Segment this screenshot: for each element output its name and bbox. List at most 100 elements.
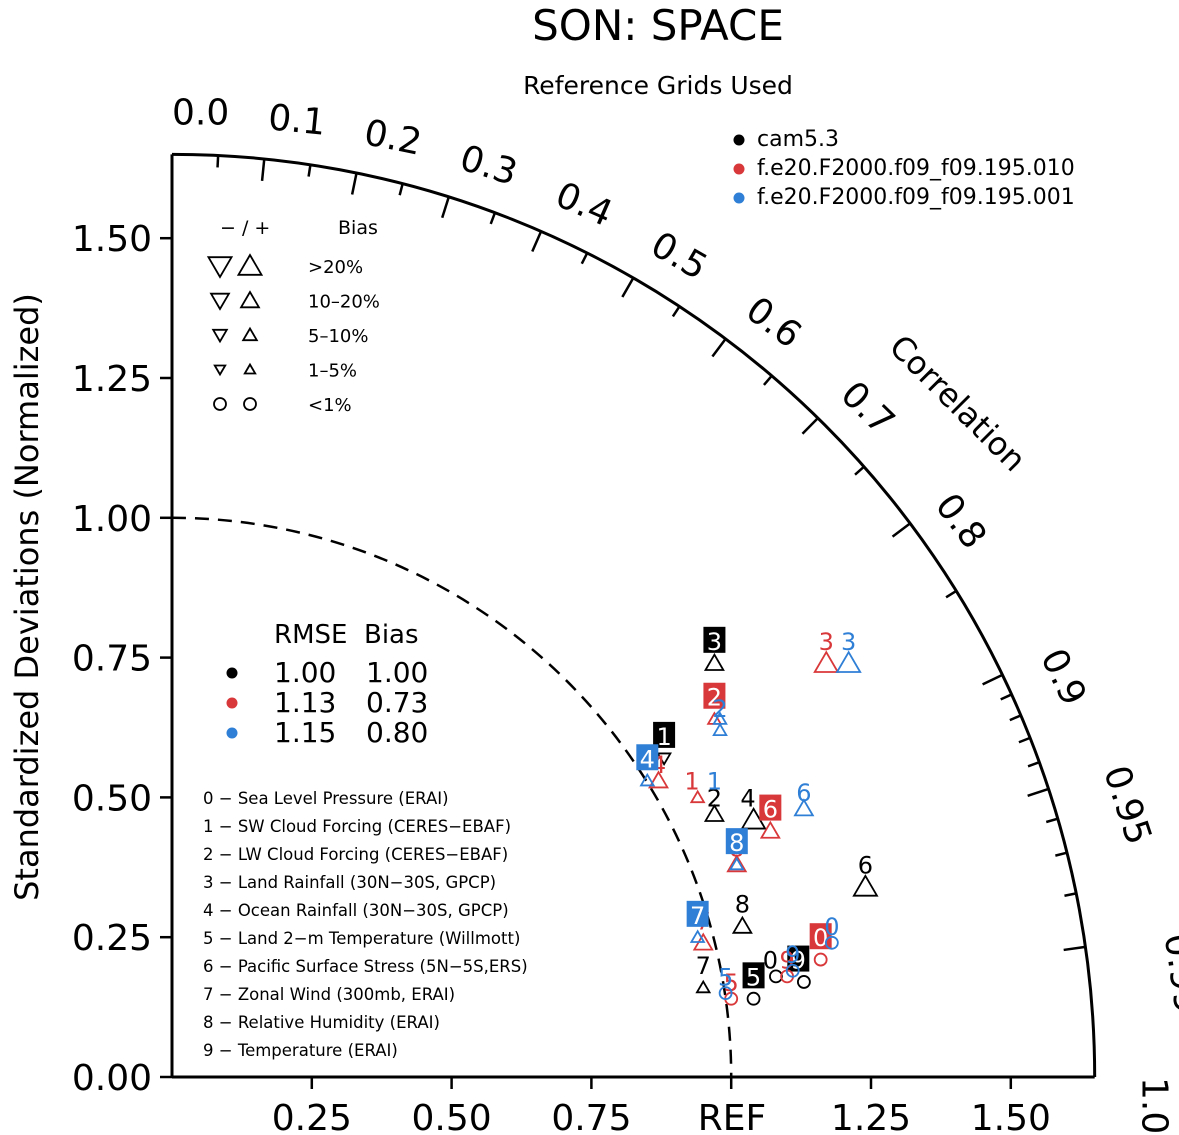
data-points: 012345678901234567890123456789 bbox=[636, 626, 879, 1006]
correlation-arc bbox=[171, 152, 1097, 1078]
correlation-tick bbox=[621, 277, 635, 298]
correlation-tick bbox=[1018, 736, 1031, 744]
correlation-tick bbox=[711, 338, 727, 358]
correlation-tick bbox=[1027, 787, 1049, 797]
point-label: 2 bbox=[712, 695, 727, 723]
correlation-tick bbox=[1009, 714, 1022, 722]
point-marker bbox=[785, 963, 800, 978]
reference-std-arc bbox=[171, 516, 733, 1078]
bias-legend-header-symbols: − / + bbox=[220, 217, 270, 239]
y-tick-label: 0.50 bbox=[72, 778, 152, 819]
bias-legend-down-marker bbox=[211, 328, 229, 344]
bias-legend-circle-marker bbox=[243, 397, 257, 411]
bias-legend-row-label: 1–5% bbox=[308, 361, 357, 382]
series-legend-dot bbox=[733, 163, 745, 175]
point-label: 0 bbox=[763, 947, 778, 975]
point-marker bbox=[740, 806, 767, 830]
point-label-box bbox=[653, 721, 676, 748]
point-marker bbox=[689, 929, 706, 943]
point-label: 2 bbox=[707, 784, 722, 812]
bias-legend-row-label: 5–10% bbox=[308, 326, 368, 347]
correlation-tick-label: 0.99 bbox=[1156, 931, 1179, 1016]
stats-legend-rmse: 1.15 bbox=[274, 716, 336, 749]
point-marker bbox=[728, 856, 745, 871]
point-marker bbox=[796, 975, 811, 989]
point-marker bbox=[718, 986, 733, 1001]
y-tick-label: 0.00 bbox=[72, 1058, 152, 1099]
variable-legend: 0 − Sea Level Pressure (ERAI) 1 − SW Clou… bbox=[203, 789, 528, 1060]
point-label: 1 bbox=[684, 768, 699, 796]
correlation-tick bbox=[1045, 817, 1059, 824]
series-legend-dot bbox=[733, 134, 745, 146]
point-label: 3 bbox=[707, 628, 722, 656]
point-marker bbox=[726, 854, 748, 873]
stats-legend-rmse: 1.13 bbox=[274, 686, 336, 719]
y-axis-label: Standardized Deviations (Normalized) bbox=[8, 293, 46, 901]
variable-legend-item: 1 − SW Cloud Forcing (CERES−EBAF) bbox=[203, 817, 511, 836]
bias-legend-up-marker bbox=[236, 253, 264, 276]
point-label-box bbox=[759, 794, 782, 821]
stats-legend-dot bbox=[226, 667, 238, 679]
bias-legend: − / + Bias >20% 10–20% 5–10% 1–5% <1% bbox=[206, 217, 380, 416]
reference-arc bbox=[171, 516, 733, 1078]
correlation-tick bbox=[441, 196, 450, 219]
point-label: 7 bbox=[690, 902, 705, 930]
point-marker bbox=[712, 722, 728, 736]
correlation-tick bbox=[260, 158, 266, 181]
bias-header: Bias bbox=[364, 620, 419, 650]
point-label: 3 bbox=[841, 628, 856, 656]
stats-legend-bias: 0.73 bbox=[366, 686, 428, 719]
variable-legend-item: 5 − Land 2−m Temperature (Willmott) bbox=[203, 929, 520, 948]
point-marker bbox=[703, 803, 725, 822]
bias-legend-down-marker bbox=[206, 256, 234, 279]
x-tick-label: 0.75 bbox=[551, 1098, 631, 1135]
y-tick-label: 1.50 bbox=[72, 219, 152, 260]
point-label: 5 bbox=[718, 963, 733, 991]
stats-legend-dot bbox=[226, 697, 238, 709]
stats-legend-dot bbox=[226, 727, 238, 739]
point-label: 0 bbox=[813, 924, 828, 952]
correlation-tick bbox=[801, 417, 819, 435]
correlation-label: Correlation bbox=[882, 327, 1034, 479]
bias-legend-row-label: <1% bbox=[308, 395, 352, 416]
point-label: 3 bbox=[819, 628, 834, 656]
point-label: 4 bbox=[740, 784, 755, 812]
point-label: 8 bbox=[735, 891, 750, 919]
point-marker bbox=[824, 935, 839, 950]
y-tick-label: 0.75 bbox=[72, 639, 152, 680]
point-label: 9 bbox=[791, 947, 806, 975]
variable-legend-item: 3 − Land Rainfall (30N−30S, GPCP) bbox=[203, 873, 496, 892]
stats-legend-bias: 0.80 bbox=[366, 716, 428, 749]
y-tick-label: 1.25 bbox=[72, 359, 152, 400]
point-label: 4 bbox=[640, 745, 655, 773]
series-legend-label: cam5.3 bbox=[757, 127, 839, 152]
point-marker bbox=[648, 770, 669, 789]
bias-legend-header-label: Bias bbox=[338, 217, 378, 239]
point-label: 5 bbox=[724, 969, 739, 997]
correlation-tick bbox=[854, 465, 865, 476]
point-label-box bbox=[686, 900, 709, 927]
series-legend-label: f.e20.F2000.f09_f09.195.001 bbox=[757, 185, 1075, 210]
correlation-tick-label: 0.7 bbox=[833, 374, 903, 443]
bias-legend-circle-marker bbox=[213, 397, 227, 411]
plot-frame bbox=[170, 152, 1097, 1079]
point-label: 1 bbox=[656, 723, 671, 751]
correlation-tick bbox=[1055, 851, 1068, 857]
correlation-tick bbox=[398, 183, 404, 196]
point-marker bbox=[746, 991, 761, 1006]
variable-legend-item: 0 − Sea Level Pressure (ERAI) bbox=[203, 789, 449, 808]
point-label: 0 bbox=[824, 913, 839, 941]
correlation-tick bbox=[945, 589, 957, 599]
point-marker bbox=[759, 820, 781, 839]
point-marker bbox=[712, 711, 728, 725]
stats-legend: RMSE Bias 1.00 1.001.13 0.731.15 0.80 bbox=[226, 620, 428, 749]
correlation-tick bbox=[1063, 945, 1086, 952]
point-label: 2 bbox=[707, 684, 722, 712]
point-marker bbox=[731, 915, 753, 934]
correlation-tick-label: 0.3 bbox=[455, 138, 522, 194]
point-label: 7 bbox=[696, 952, 711, 980]
point-label-box bbox=[742, 962, 765, 989]
variable-legend-item: 7 − Zonal Wind (300mb, ERAI) bbox=[203, 985, 455, 1004]
bias-legend-down-marker bbox=[213, 364, 227, 377]
correlation-tick-label: 0.5 bbox=[644, 224, 714, 288]
